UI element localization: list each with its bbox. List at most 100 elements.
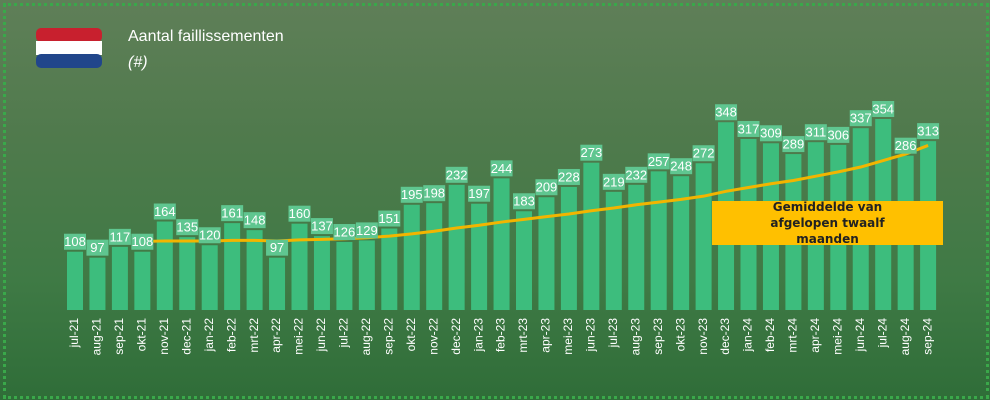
value-label: 317 (738, 121, 760, 136)
value-label: 195 (401, 187, 423, 202)
value-label: 97 (90, 240, 104, 255)
chart-subtitle: (#) (128, 54, 148, 71)
x-tick-label: sep-22 (381, 318, 395, 355)
bar (247, 230, 263, 310)
bar (112, 247, 128, 310)
chart-title: Aantal faillissementen (128, 28, 284, 45)
value-label: 273 (580, 145, 602, 160)
bar (134, 252, 150, 310)
bar (516, 211, 532, 310)
value-label: 117 (110, 229, 131, 244)
bar (336, 242, 352, 310)
value-label: 129 (356, 223, 378, 238)
value-label: 313 (917, 124, 939, 139)
value-label: 257 (648, 154, 670, 169)
value-label: 183 (513, 194, 535, 209)
bar (314, 236, 330, 310)
x-tick-label: nov-23 (696, 318, 710, 355)
bar (224, 223, 240, 310)
value-label: 198 (423, 186, 445, 201)
value-label: 108 (131, 234, 153, 249)
value-label: 197 (468, 186, 490, 201)
x-tick-label: sep-24 (920, 318, 934, 355)
value-label: 164 (154, 204, 176, 219)
value-label: 97 (270, 240, 284, 255)
x-tick-label: aug-22 (359, 318, 373, 356)
x-tick-label: dec-21 (179, 318, 193, 355)
value-label: 135 (176, 220, 198, 235)
value-label: 272 (693, 146, 715, 161)
bar (426, 203, 442, 310)
x-tick-label: mrt-23 (516, 318, 530, 353)
x-tick-label: jul-21 (67, 318, 81, 349)
bar (538, 197, 554, 310)
bar (359, 240, 375, 310)
x-tick-label: feb-22 (224, 318, 238, 352)
x-tick-label: feb-24 (763, 318, 777, 352)
bar (179, 237, 195, 310)
value-label: 244 (491, 161, 513, 176)
x-tick-label: aug-23 (628, 318, 642, 356)
bar (651, 171, 667, 310)
value-label: 232 (446, 167, 468, 182)
value-label: 126 (334, 224, 356, 239)
flag (36, 28, 102, 68)
value-label: 148 (244, 213, 266, 228)
value-label: 306 (827, 127, 849, 142)
bar (89, 258, 105, 310)
bar (67, 252, 83, 310)
x-tick-label: okt-23 (673, 318, 687, 352)
x-tick-label: mei-23 (561, 318, 575, 355)
value-label: 248 (670, 159, 692, 174)
value-label: 160 (289, 206, 311, 221)
bar (696, 163, 712, 310)
value-label: 354 (872, 101, 894, 116)
value-label: 108 (64, 234, 86, 249)
value-label: 228 (558, 169, 580, 184)
bar (404, 205, 420, 310)
x-tick-label: mrt-24 (786, 318, 800, 353)
x-tick-label: dec-23 (718, 318, 732, 355)
value-label: 289 (783, 137, 805, 152)
x-tick-label: jan-23 (471, 318, 485, 353)
x-tick-label: mrt-22 (247, 318, 261, 353)
bar (269, 258, 285, 310)
bar (157, 222, 173, 310)
x-tick-label: jul-24 (875, 318, 889, 349)
x-tick-label: sep-23 (651, 318, 665, 355)
bar (202, 245, 218, 310)
value-label: 348 (715, 105, 737, 120)
value-label: 309 (760, 126, 782, 141)
x-tick-label: jul-23 (606, 318, 620, 349)
annotation: Gemiddelde van afgelopen twaalf maanden (712, 201, 943, 245)
x-tick-label: nov-22 (426, 318, 440, 355)
bar (449, 185, 465, 310)
bar (494, 178, 510, 310)
bar (471, 204, 487, 310)
bar (381, 229, 397, 310)
value-label: 219 (603, 174, 625, 189)
x-tick-label: sep-21 (112, 318, 126, 355)
bar (673, 176, 689, 310)
x-tick-label: feb-23 (494, 318, 508, 352)
bar (292, 224, 308, 310)
value-label: 311 (805, 125, 826, 140)
value-label: 232 (625, 167, 647, 182)
x-tick-label: mei-22 (292, 318, 306, 355)
x-tick-label: aug-21 (90, 318, 104, 356)
x-tick-label: mei-24 (830, 318, 844, 355)
chart-panel: Aantal faillissementen (#) jul-21 aug-21 s… (0, 0, 990, 400)
bar (561, 187, 577, 310)
x-tick-label: dec-22 (449, 318, 463, 355)
x-tick-label: jul-22 (337, 318, 351, 349)
x-tick-label: apr-22 (269, 318, 283, 353)
x-tick-label: apr-23 (539, 318, 553, 353)
value-label: 161 (221, 206, 243, 221)
value-label: 286 (895, 138, 917, 153)
x-tick-label: jun-22 (314, 318, 328, 353)
x-tick-label: jan-22 (202, 318, 216, 353)
value-label: 120 (199, 228, 221, 243)
x-tick-label: okt-22 (404, 318, 418, 352)
x-tick-label: aug-24 (898, 318, 912, 356)
x-tick-label: apr-24 (808, 318, 822, 353)
